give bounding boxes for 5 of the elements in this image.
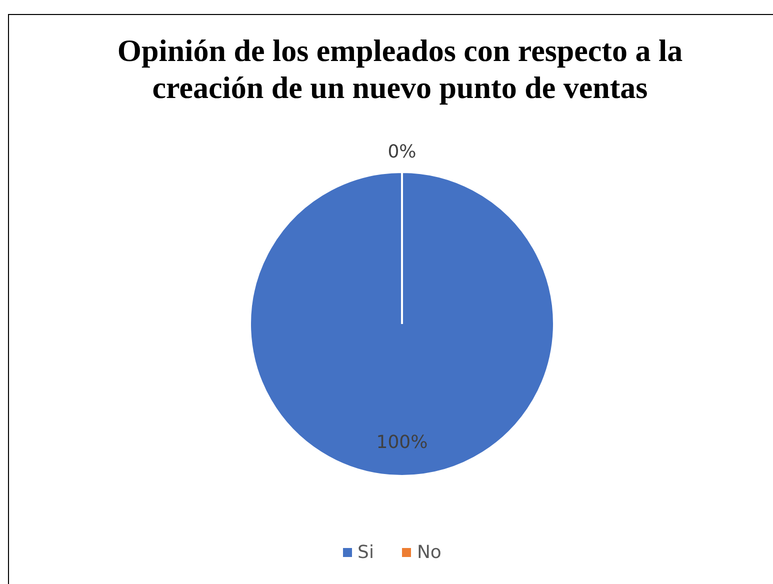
chart-title: Opinión de los empleados con respecto a la creación de un nuevo punto de ventas: [116, 32, 684, 106]
legend-label: Si: [358, 542, 374, 563]
data-label: 100%: [376, 432, 428, 454]
legend-label: No: [416, 542, 442, 563]
text: 0%: [388, 142, 416, 162]
